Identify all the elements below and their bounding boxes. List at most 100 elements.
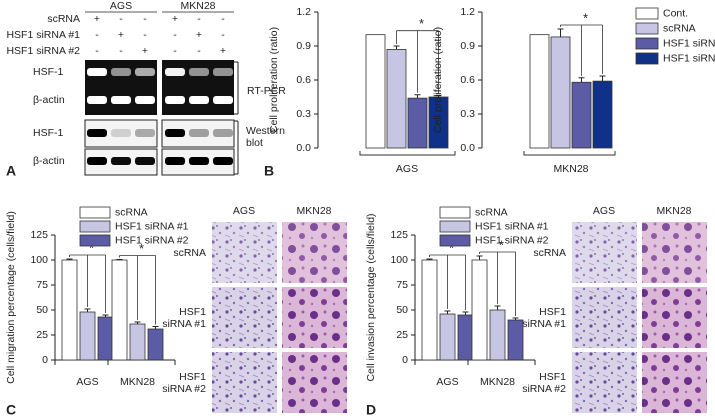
bar (111, 259, 128, 361)
micrograph-column: MKN28 (296, 205, 331, 217)
significance-bracket (119, 255, 156, 325)
x-tick-label: AGS (436, 376, 458, 388)
error-bar (426, 258, 433, 260)
error-bar (444, 310, 451, 314)
error-bar (476, 255, 483, 260)
micrograph (212, 222, 277, 283)
micrograph (642, 222, 707, 283)
y-tick-label: 0.0 (460, 142, 475, 154)
error-bar (102, 314, 109, 317)
legend-swatch (79, 220, 111, 233)
legend-label: scRNA (475, 206, 508, 218)
bar (529, 34, 550, 149)
condition-mark: - (173, 45, 177, 57)
band (111, 96, 131, 104)
condition-mark: - (221, 29, 225, 41)
y-axis-label: Cell invasion percentage (cells/field) (365, 213, 377, 381)
y-axis-label: Cell proliferation (ratio) (268, 27, 280, 133)
significance-star: * (449, 240, 454, 255)
micrograph (212, 287, 277, 348)
error-bar (134, 321, 141, 324)
micrograph (212, 352, 277, 413)
bar (97, 316, 114, 361)
method-label: Western blot (246, 125, 285, 149)
error-bar (512, 317, 519, 320)
y-tick-label: 125 (30, 229, 48, 241)
y-tick-label: 0.9 (460, 40, 475, 52)
condition-mark: - (119, 13, 123, 25)
y-tick-label: 0 (42, 354, 48, 366)
blot-image (161, 119, 235, 148)
legend-label: HSF1 siRNA #1 (663, 37, 715, 49)
band (87, 96, 107, 104)
band (189, 68, 209, 76)
gel-column-header: AGS (110, 0, 132, 12)
y-tick-label: 0 (402, 354, 408, 366)
y-axis-label: Cell migration percentage (cells/field) (5, 211, 17, 384)
y-tick-label: 50 (396, 304, 408, 316)
y-tick-label: 75 (396, 279, 408, 291)
band (165, 157, 185, 165)
y-tick-label: 0.9 (296, 40, 311, 52)
error-bar (84, 308, 91, 312)
legend-swatch (635, 52, 659, 65)
condition-mark: - (95, 29, 99, 41)
x-bracket (359, 151, 456, 156)
legend-label: HSF1 siRNA #2 (115, 234, 189, 246)
band (87, 129, 107, 137)
band (213, 157, 233, 165)
band-label: β-actin (33, 155, 65, 167)
micrograph-row: scRNA (533, 246, 566, 259)
error-bar (152, 326, 159, 329)
micrograph (572, 287, 637, 348)
error-bar (462, 311, 469, 315)
condition-label: HSF1 siRNA #1 (6, 29, 80, 41)
micrograph (572, 222, 637, 283)
band (135, 68, 155, 76)
significance-bracket (69, 254, 106, 313)
micrograph (282, 222, 347, 283)
bar (79, 311, 96, 361)
x-tick-label: MKN28 (553, 163, 588, 175)
y-tick-label: 100 (390, 254, 408, 266)
condition-label: scRNA (47, 13, 80, 25)
significance-bracket (429, 254, 466, 310)
band (111, 129, 131, 137)
y-tick-label: 1.2 (460, 6, 475, 18)
error-bar (557, 28, 564, 37)
band-label: β-actin (33, 94, 65, 106)
legend-label: scRNA (115, 206, 148, 218)
x-tick-label: AGS (76, 376, 98, 388)
band (111, 68, 131, 76)
error-bar (494, 305, 501, 310)
significance-bracket (560, 24, 603, 76)
bar (457, 314, 474, 361)
method-label: RT-PCR (247, 85, 286, 97)
y-tick-label: 0.6 (296, 74, 311, 86)
band (165, 96, 185, 104)
micrograph (282, 287, 347, 348)
band (111, 157, 131, 165)
error-bar (66, 258, 73, 260)
y-tick-label: 100 (30, 254, 48, 266)
legend-swatch (635, 22, 659, 35)
band (189, 96, 209, 104)
bar (550, 36, 571, 149)
bar (386, 49, 407, 149)
band (189, 129, 209, 137)
micrograph-column: AGS (593, 205, 615, 217)
condition-mark: - (221, 13, 225, 25)
bar (365, 34, 386, 149)
micrograph-row: HSF1 siRNA #1 (522, 305, 566, 330)
x-tick-label: MKN28 (120, 376, 155, 388)
band (135, 129, 155, 137)
micrograph-row: HSF1 siRNA #1 (162, 305, 206, 330)
band (87, 68, 107, 76)
legend-label: HSF1 siRNA #1 (475, 220, 549, 232)
y-tick-label: 1.2 (296, 6, 311, 18)
micrograph-column: AGS (233, 205, 255, 217)
panel-label: B (264, 163, 274, 179)
legend-swatch (79, 234, 111, 247)
condition-mark: - (95, 45, 99, 57)
legend-swatch (439, 220, 471, 233)
